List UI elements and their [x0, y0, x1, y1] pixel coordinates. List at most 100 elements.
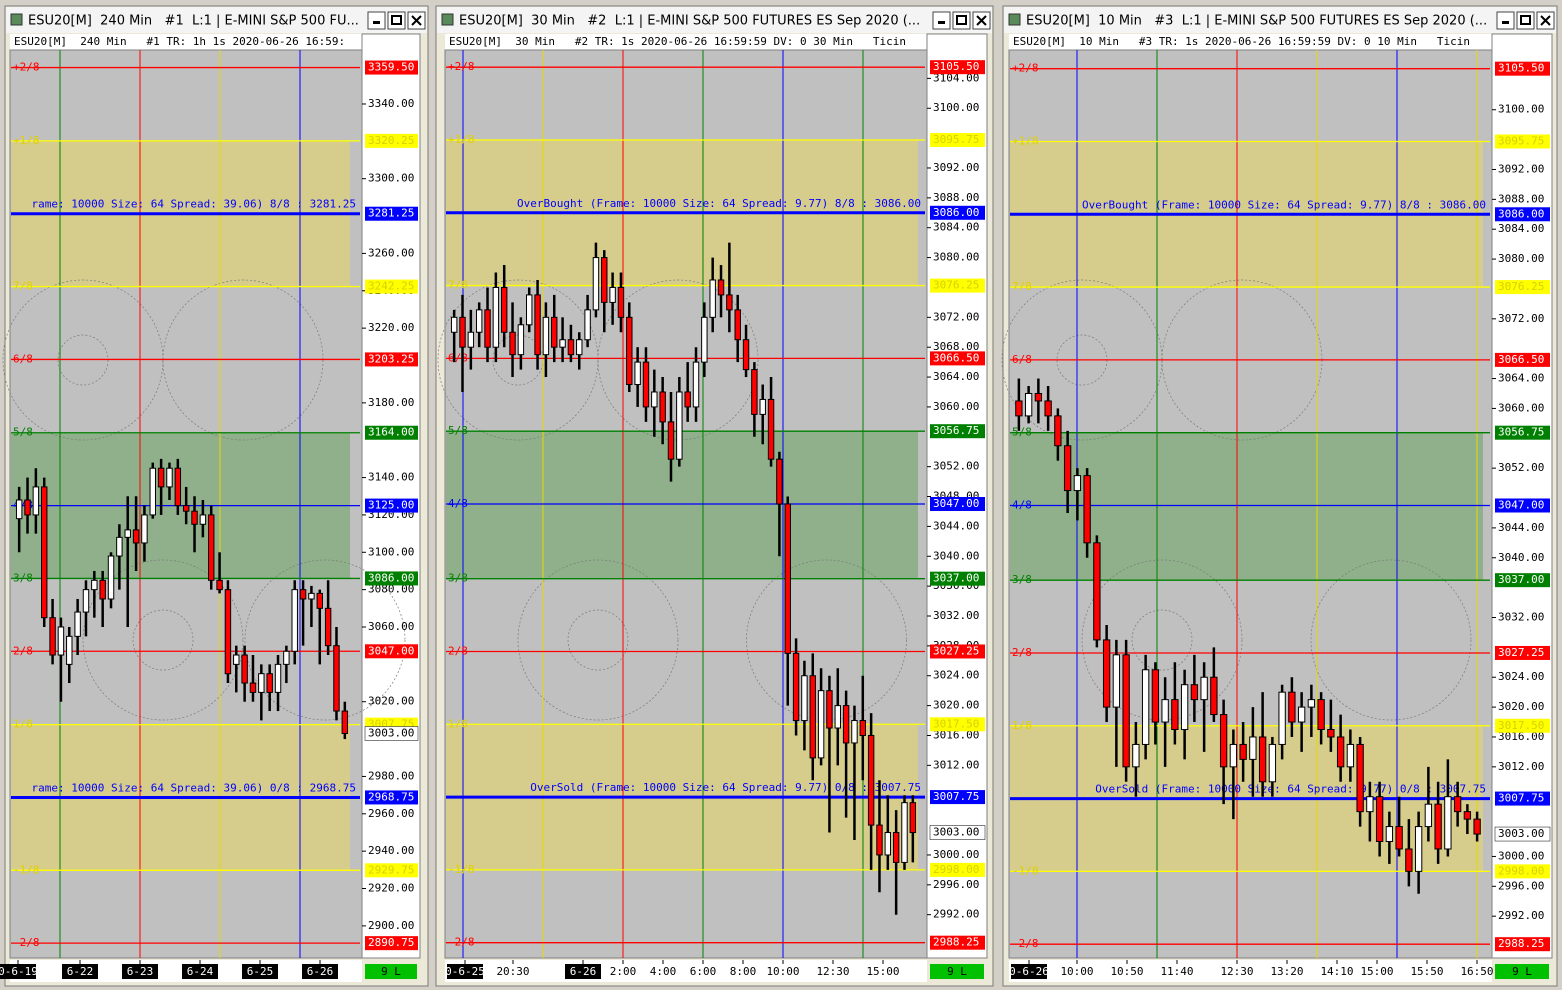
- candle-body: [1278, 691, 1286, 745]
- candle-body: [859, 720, 867, 736]
- y-tick-label: 3072.00: [933, 310, 979, 323]
- maximize-button[interactable]: [387, 11, 406, 30]
- last-price-tag: [1494, 826, 1551, 842]
- candle-body: [784, 503, 791, 654]
- candle-body: [341, 710, 349, 734]
- chart-window: ESU20[M] 10 Min #3 L:1 | E-MINI S&P 500 …: [1001, 5, 1558, 987]
- last-price: 3003.00: [368, 726, 414, 739]
- candle-body: [333, 645, 340, 712]
- price-tag: [930, 60, 985, 75]
- candle-body: [1317, 699, 1325, 731]
- candle-body: [116, 536, 123, 557]
- candle-body: [74, 611, 81, 637]
- candle-body: [299, 589, 307, 600]
- minimize-button[interactable]: [932, 11, 951, 30]
- level-label: 1/8: [448, 717, 468, 730]
- price-tag-label: 3047.00: [368, 644, 414, 657]
- candle-body: [617, 286, 625, 318]
- y-tick-label: 3068.00: [933, 340, 979, 353]
- candle-body: [82, 589, 90, 613]
- price-tag-label: 3320.25: [368, 134, 414, 147]
- price-tag-label: 3125.00: [368, 499, 414, 512]
- candle-body: [1249, 736, 1257, 760]
- candle-body: [1073, 475, 1082, 492]
- x-tick-label: 11:40: [1160, 965, 1193, 978]
- y-tick-label: 3140.00: [368, 471, 414, 484]
- candle-body: [1132, 743, 1140, 768]
- candle-body: [1171, 699, 1179, 731]
- price-tag-label: 3047.00: [933, 497, 979, 510]
- level-label: -2/8: [448, 936, 475, 949]
- y-tick-label: 3044.00: [933, 519, 979, 532]
- y-tick-label: 3060.00: [368, 620, 414, 633]
- x-tick-label: 6-23: [127, 965, 154, 978]
- y-tick-label: 3080.00: [1498, 252, 1544, 265]
- level-label: -2/8: [1012, 937, 1039, 950]
- level-label: 1/8: [1012, 719, 1032, 732]
- button-glyph: [373, 21, 380, 24]
- level-label: 6/8: [13, 352, 33, 365]
- last-price-tag: [929, 825, 986, 840]
- y-tick-label: 3012.00: [933, 758, 979, 771]
- candle-body: [1346, 743, 1355, 768]
- y-tick-label: 3104.00: [933, 71, 979, 84]
- level-label: 7/8: [13, 280, 33, 293]
- x-tick-label: 0-6-19: [0, 965, 38, 978]
- price-tag-label: 3066.50: [1498, 353, 1544, 366]
- price-tag: [930, 497, 985, 511]
- button-glyph: [1502, 21, 1509, 24]
- candle-body: [258, 673, 265, 693]
- price-tag-label: 3007.75: [1498, 792, 1544, 805]
- candle-body: [1141, 669, 1150, 745]
- maximize-button[interactable]: [1516, 11, 1535, 30]
- candle-body: [1473, 818, 1481, 835]
- candle-body: [1063, 445, 1072, 492]
- price-tag: [1495, 352, 1550, 367]
- y-tick-label: 3084.00: [933, 221, 979, 234]
- x-tick-label: 12:30: [816, 965, 849, 978]
- y-tick-label: 3260.00: [368, 246, 414, 259]
- chart-header: [10, 34, 362, 50]
- x-tick-label: 14:10: [1320, 965, 1353, 978]
- price-tag-label: 2929.75: [368, 863, 414, 876]
- y-tick-label: 3080.00: [368, 583, 414, 596]
- price-tag-label: 3047.00: [1498, 498, 1544, 511]
- candle-body: [199, 514, 207, 525]
- candle-body: [1463, 811, 1472, 820]
- candle-body: [249, 682, 257, 693]
- gann-circle: [132, 609, 194, 671]
- x-tick-label: 20:30: [496, 965, 529, 978]
- candle-body: [1229, 743, 1238, 768]
- y-tick-label: 2992.00: [1498, 909, 1544, 922]
- x-tick-label: 6-22: [67, 965, 94, 978]
- level-label: 2/8: [448, 644, 468, 657]
- candle-body: [266, 673, 273, 693]
- candle-body: [492, 286, 500, 348]
- price-tag: [1495, 280, 1550, 295]
- level-label: +2/8: [13, 61, 40, 74]
- candle-body: [651, 391, 658, 408]
- price-tag-label: 3359.50: [368, 61, 414, 74]
- x-tick-label: 2:00: [610, 965, 637, 978]
- candle-body: [283, 650, 290, 665]
- price-tag: [365, 279, 418, 294]
- candle-body: [759, 398, 766, 415]
- header-text: ESU20[M] 10 Min #3 TR: 1s 2020-06-26 16:…: [1013, 35, 1470, 48]
- candle-body: [1444, 796, 1452, 850]
- price-tag: [1495, 61, 1550, 76]
- candle-body: [66, 635, 73, 665]
- price-tag: [930, 644, 985, 659]
- price-tag: [930, 790, 985, 805]
- price-tag: [930, 205, 985, 220]
- candle-body: [99, 579, 106, 600]
- minimize-button[interactable]: [1496, 11, 1515, 30]
- y-tick-label: 2940.00: [368, 844, 414, 857]
- y-tick-label: 3024.00: [1498, 670, 1544, 683]
- minimize-button[interactable]: [367, 11, 386, 30]
- maximize-button[interactable]: [952, 11, 971, 30]
- price-tag-label: 2998.00: [1498, 864, 1544, 877]
- x-label-bg: [447, 964, 483, 979]
- candle-body: [1336, 736, 1345, 768]
- candle-body: [642, 361, 650, 408]
